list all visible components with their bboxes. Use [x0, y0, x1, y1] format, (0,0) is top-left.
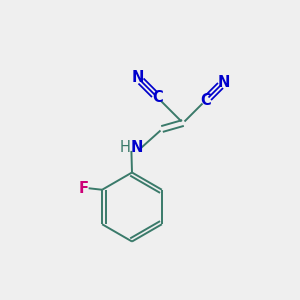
Text: F: F	[78, 181, 88, 196]
Text: H: H	[120, 140, 131, 155]
Text: C: C	[200, 93, 211, 108]
Text: N: N	[130, 140, 143, 155]
Text: N: N	[217, 75, 230, 90]
Text: C: C	[152, 90, 163, 105]
Text: N: N	[132, 70, 144, 86]
